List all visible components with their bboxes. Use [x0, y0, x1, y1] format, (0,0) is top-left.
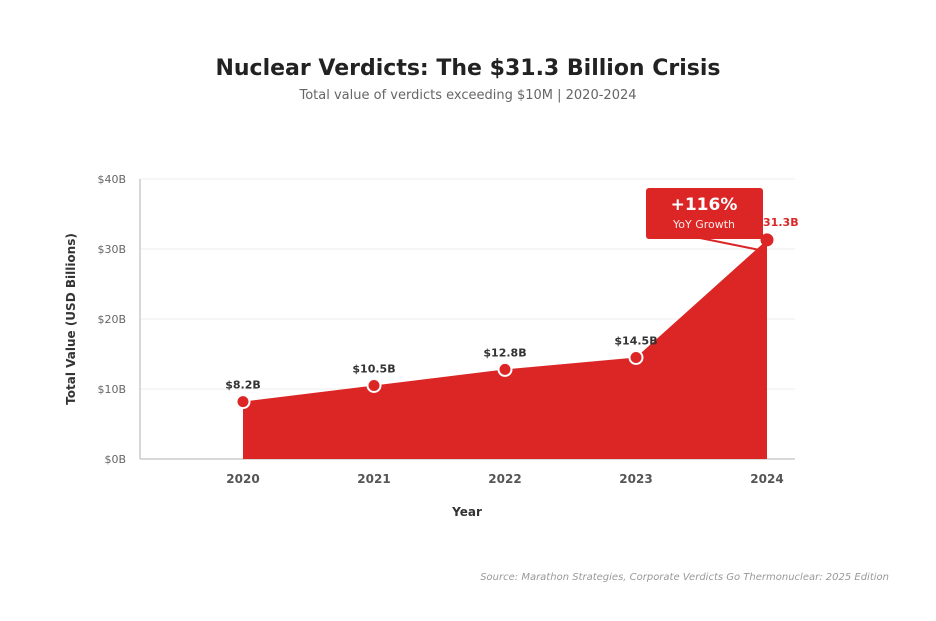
data-point — [235, 394, 251, 410]
x-tick-label: 2023 — [619, 472, 652, 486]
x-tick-label: 2022 — [488, 472, 521, 486]
data-point — [497, 361, 513, 377]
data-point — [366, 378, 382, 393]
y-tick-label: $0B — [104, 453, 126, 466]
data-label: $8.2B — [225, 379, 261, 392]
y-tick-label: $40B — [97, 173, 126, 186]
source-note: Source: Marathon Strategies, Corporate V… — [480, 572, 889, 583]
data-point — [760, 233, 774, 247]
y-axis-title: Total Value (USD Billions) — [64, 233, 78, 405]
area-fill — [243, 239, 767, 459]
chart-title: Nuclear Verdicts: The $31.3 Billion Cris… — [215, 56, 721, 81]
annotation-box — [646, 188, 763, 239]
x-axis-title: Year — [451, 505, 482, 519]
data-label: $12.8B — [483, 346, 526, 359]
y-tick-label: $20B — [97, 313, 126, 326]
data-label: $10.5B — [352, 363, 395, 376]
data-label: $31.3B — [755, 216, 798, 229]
x-tick-label: 2024 — [750, 472, 783, 486]
chart-subtitle: Total value of verdicts exceeding $10M |… — [299, 88, 637, 103]
x-tick-label: 2021 — [357, 472, 390, 486]
annotation-label: YoY Growth — [672, 218, 735, 231]
annotation-arrow — [699, 237, 760, 251]
data-point — [628, 350, 644, 365]
x-tick-label: 2020 — [226, 472, 259, 486]
annotation-value: +116% — [671, 195, 738, 215]
y-tick-label: $30B — [97, 243, 126, 256]
y-tick-label: $10B — [97, 383, 126, 396]
data-label: $14.5B — [614, 335, 657, 348]
